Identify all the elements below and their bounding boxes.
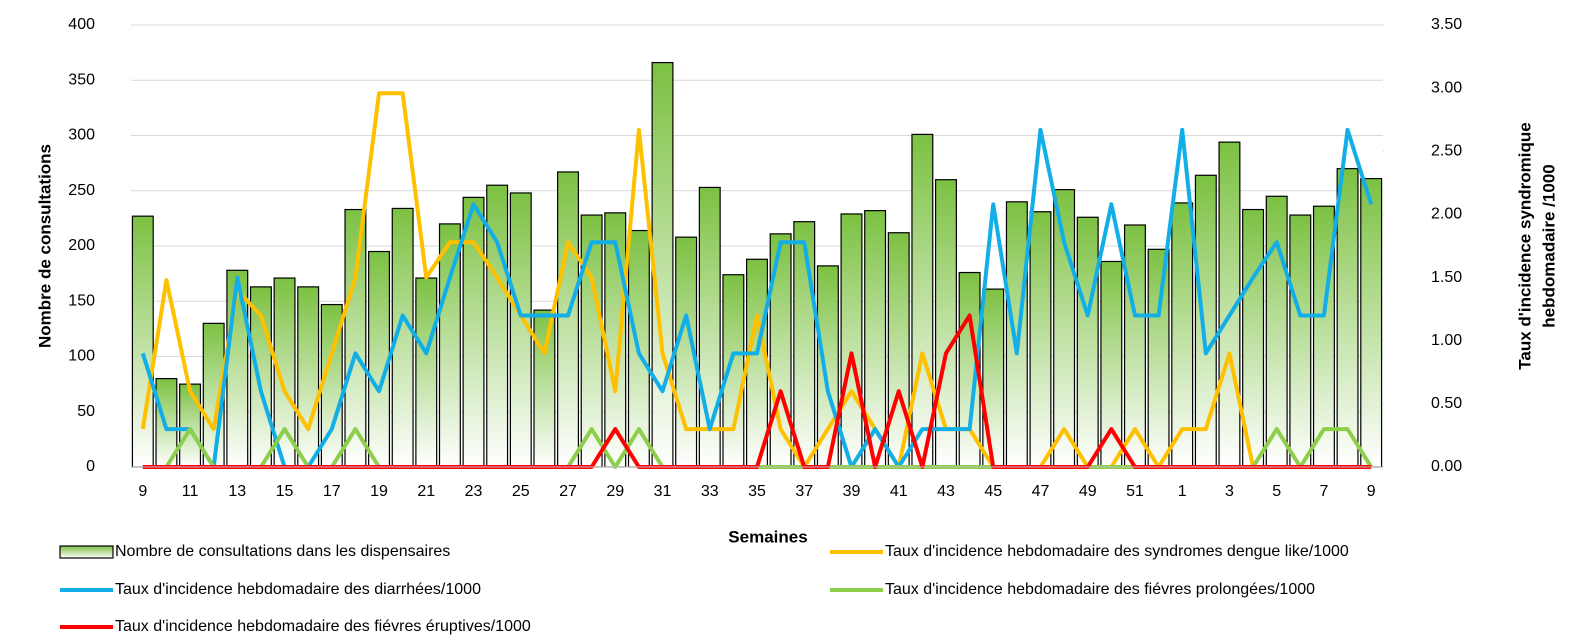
bar [415,277,438,468]
bar [1147,248,1170,468]
x-tick-label: 19 [370,483,388,500]
x-tick-label: 1 [1178,483,1187,500]
x-tick-label: 17 [323,483,341,500]
x-tick-label: 5 [1272,483,1281,500]
y-tick-label: 200 [68,237,95,254]
x-tick-label: 31 [654,483,672,500]
y2-tick-label: 1.50 [1431,269,1462,286]
legend-label: Taux d'incidence hebdomadaire des diarrh… [115,581,481,598]
bar [297,286,320,468]
bar [1360,177,1383,468]
line [140,127,1374,469]
x-tick-label: 29 [606,483,624,500]
x-tick-label: 11 [182,483,199,500]
bar [1076,216,1099,468]
y-tick-label: 100 [68,348,95,365]
bar [651,61,674,468]
x-tick-label: 45 [984,483,1002,500]
bar [462,196,485,468]
y-tick-label: 150 [68,292,95,309]
y2-axis-title: Taux d'incidence syndromique [1515,122,1534,369]
x-tick-label: 13 [228,483,246,500]
y2-tick-label: 3.50 [1431,16,1462,33]
bar [911,133,934,468]
x-tick-label: 33 [701,483,719,500]
bar [746,258,768,468]
x-tick-label: 35 [748,483,766,500]
bar [131,215,154,468]
bar [840,213,863,468]
y-tick-label: 300 [68,127,95,144]
y-tick-label: 0 [86,458,95,475]
bar [982,288,1005,468]
bar [1336,168,1359,468]
y2-tick-label: 0.50 [1431,395,1462,412]
x-tick-label: 21 [417,483,435,500]
x-tick-label: 41 [890,483,908,500]
x-tick-label: 9 [1367,483,1376,500]
legend-swatch [59,545,114,559]
x-tick-label: 49 [1079,483,1097,500]
legend-label: Taux d'incidence hebdomadaire des fiévre… [885,581,1315,598]
x-tick-label: 15 [276,483,294,500]
bar [1029,211,1052,468]
y2-axis-title: hebdomadaire /1000 [1539,164,1558,327]
y-tick-label: 350 [68,71,95,88]
bar [1265,195,1288,468]
x-tick-label: 43 [937,483,955,500]
x-tick-label: 27 [559,483,577,500]
y2-tick-label: 2.00 [1431,206,1462,223]
y-tick-label: 250 [68,182,95,199]
legend-label: Taux d'incidence hebdomadaire des syndro… [885,543,1349,560]
line [140,91,1372,469]
bar [1053,189,1076,468]
y-tick-label: 50 [77,403,95,420]
x-tick-label: 51 [1126,483,1144,500]
x-tick-label: 23 [465,483,483,500]
legend-label: Nombre de consultations dans les dispens… [115,543,450,560]
x-tick-label: 37 [795,483,813,500]
bar [179,383,202,468]
x-tick-label: 47 [1032,483,1050,500]
bar [533,309,556,468]
x-tick-label: 39 [843,483,861,500]
x-tick-label: 9 [138,483,147,500]
bar [368,250,391,468]
bar [1289,214,1312,468]
bar [1100,260,1123,468]
y2-tick-label: 2.50 [1431,143,1462,160]
y2-tick-label: 3.00 [1431,79,1462,96]
x-tick-label: 25 [512,483,530,500]
x-tick-label: 7 [1319,483,1328,500]
y-axis-title: Nombre de consultations [35,144,54,348]
bar [793,221,816,468]
x-axis-title: Semaines [728,527,807,546]
y2-tick-label: 0.00 [1431,458,1462,475]
legend-label: Taux d'incidence hebdomadaire des fiévre… [115,618,531,635]
y-tick-label: 400 [68,16,95,33]
x-tick-label: 3 [1225,483,1234,500]
bar [557,171,580,468]
y2-tick-label: 1.00 [1431,332,1462,349]
